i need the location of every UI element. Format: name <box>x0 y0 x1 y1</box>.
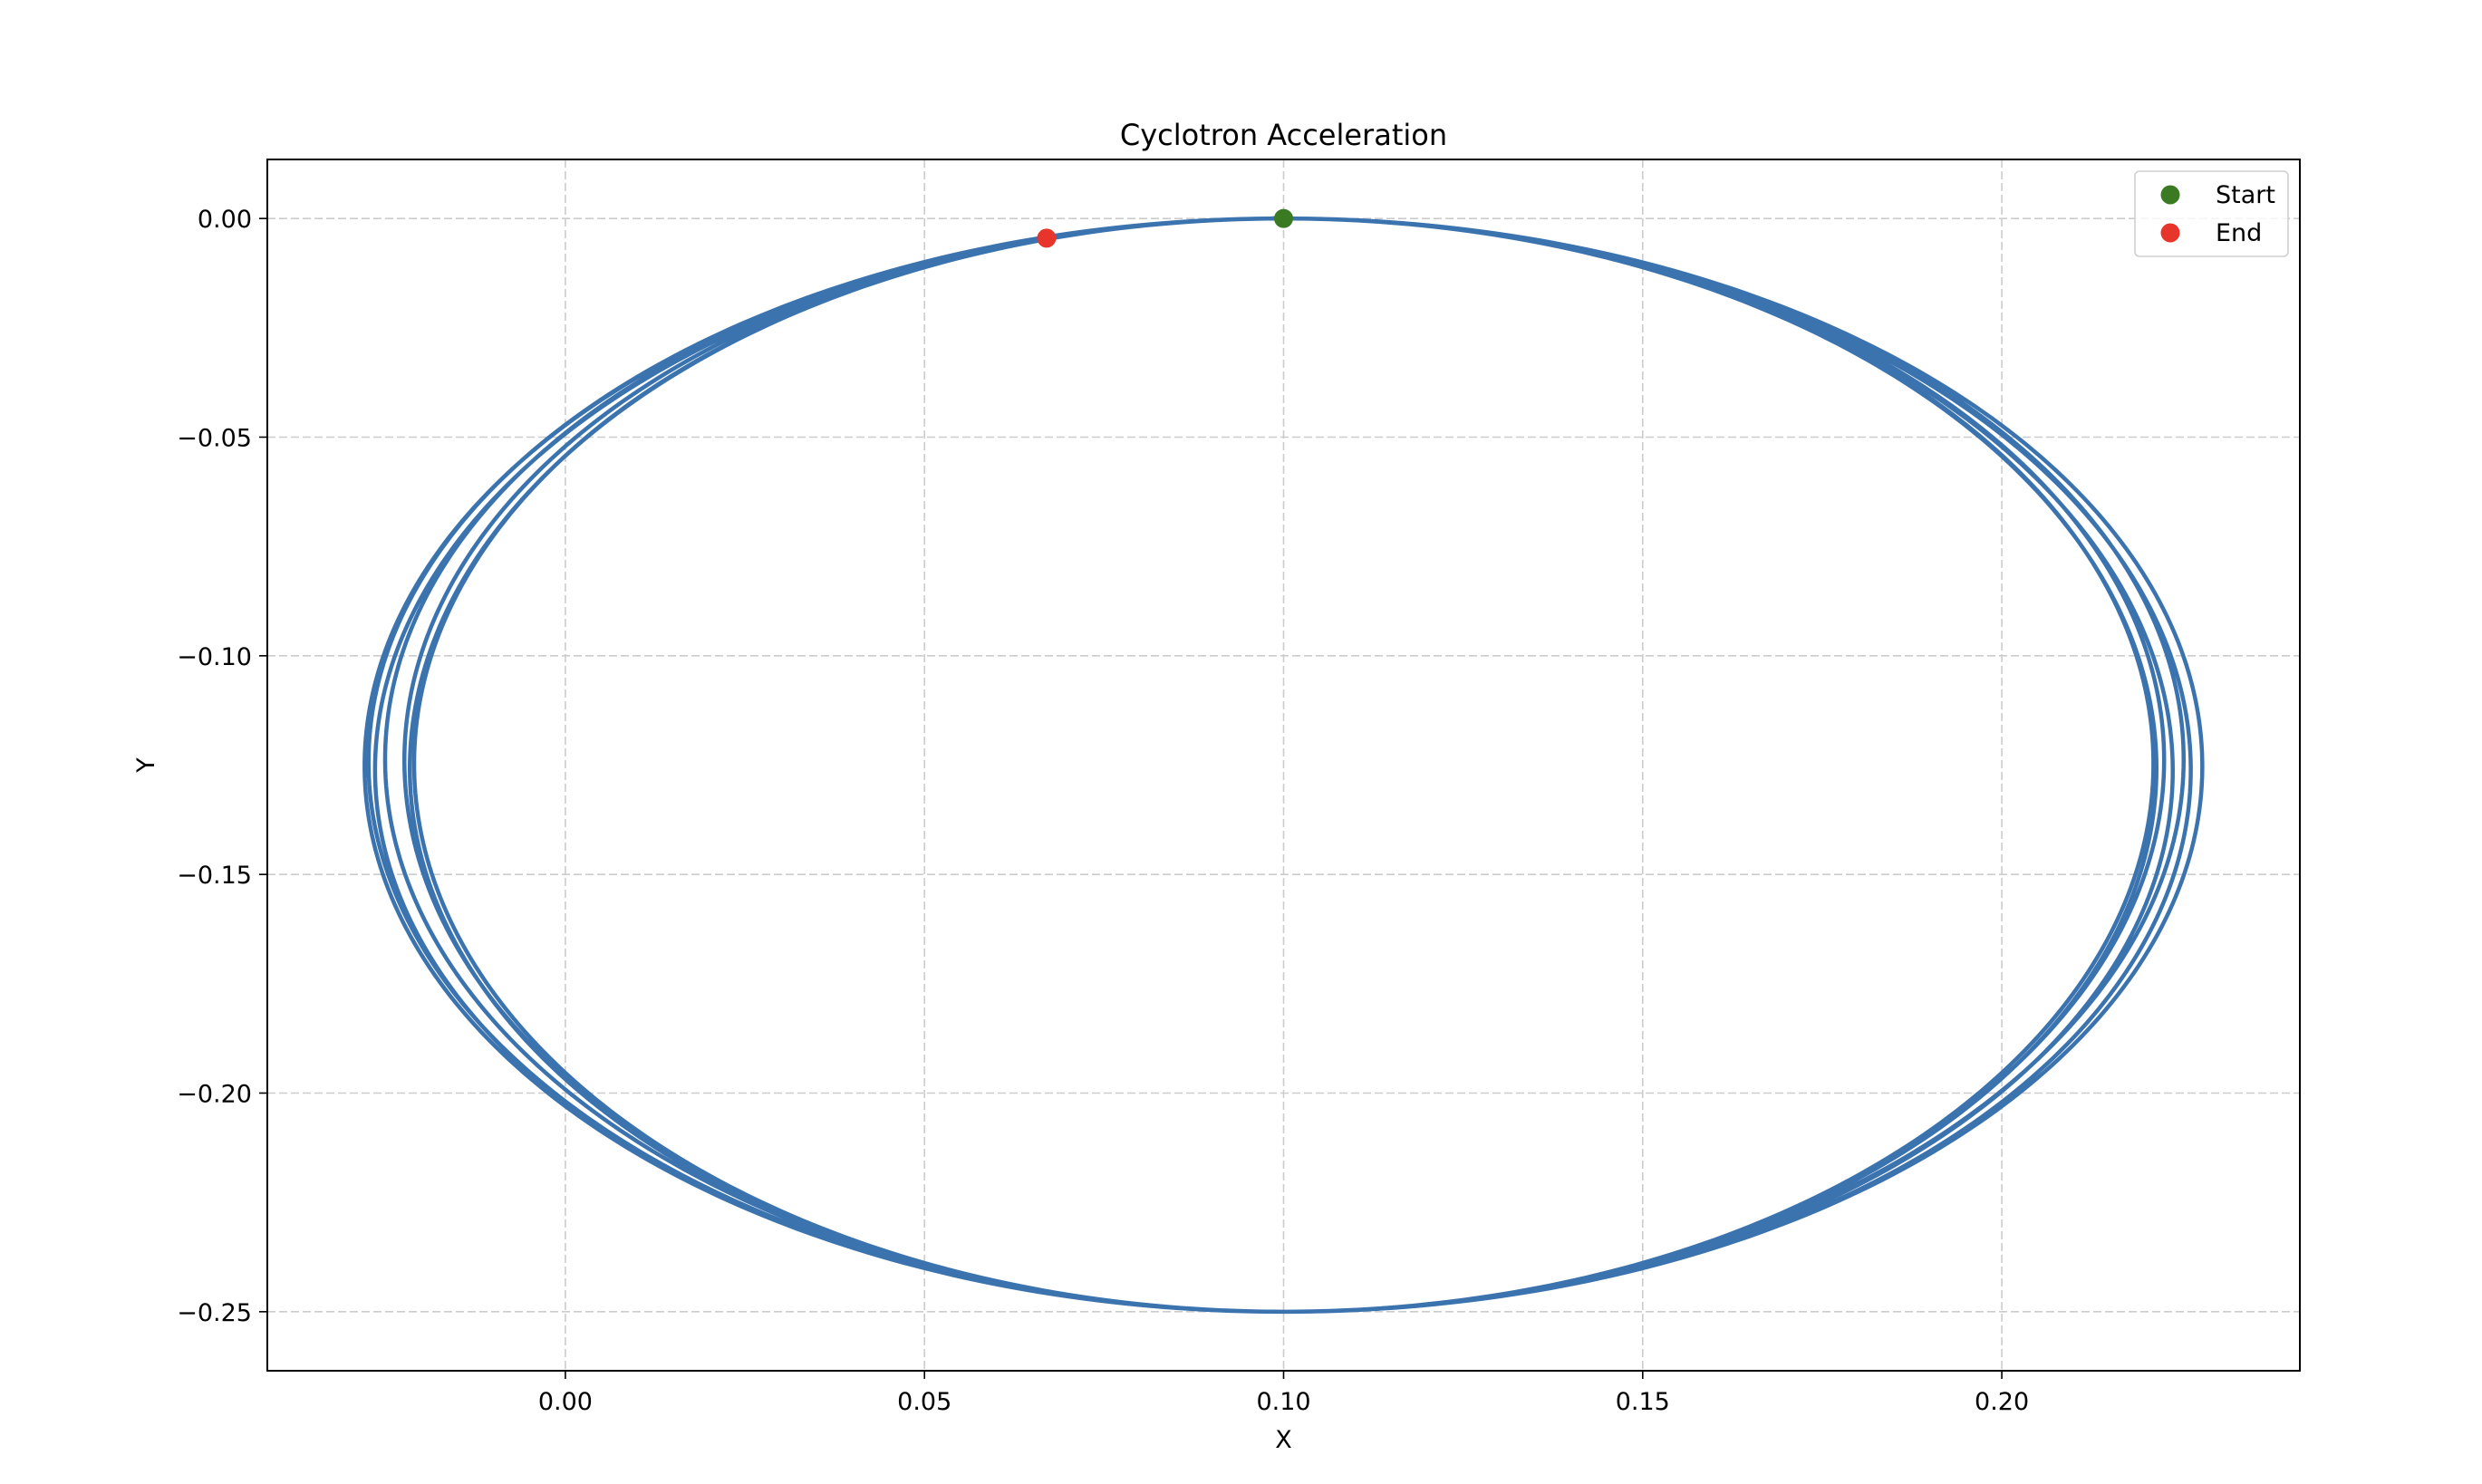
x-tick-label: 0.00 <box>538 1388 593 1416</box>
legend-label: End <box>2216 219 2262 247</box>
x-tick-label: 0.15 <box>1616 1388 1670 1416</box>
x-tick-label: 0.10 <box>1256 1388 1310 1416</box>
legend-label: Start <box>2216 181 2275 209</box>
legend-swatch <box>2160 185 2180 205</box>
x-tick-label: 0.20 <box>1975 1388 2029 1416</box>
x-axis: 0.00 0.05 0.10 0.15 0.20 <box>538 1371 2029 1416</box>
grid <box>267 159 2300 1371</box>
legend-swatch <box>2160 223 2180 243</box>
x-tick-label: 0.05 <box>897 1388 951 1416</box>
chart-title: Cyclotron Acceleration <box>1120 118 1447 152</box>
trajectory-series <box>362 216 2205 1315</box>
y-axis-label: Y <box>132 757 160 774</box>
y-tick-label: −0.15 <box>177 862 252 890</box>
end-marker <box>1037 228 1057 248</box>
y-axis: 0.00 −0.05 −0.10 −0.15 −0.20 −0.25 <box>177 206 267 1327</box>
y-tick-label: 0.00 <box>198 206 252 234</box>
y-tick-label: −0.25 <box>177 1299 252 1327</box>
start-marker <box>1274 208 1293 228</box>
markers <box>1037 208 1293 248</box>
x-axis-label: X <box>1275 1426 1292 1454</box>
trajectory-line <box>362 216 2205 1315</box>
legend: Start End <box>2134 170 2289 257</box>
y-tick-label: −0.05 <box>177 424 252 452</box>
y-tick-label: −0.20 <box>177 1081 252 1109</box>
y-tick-label: −0.10 <box>177 643 252 671</box>
